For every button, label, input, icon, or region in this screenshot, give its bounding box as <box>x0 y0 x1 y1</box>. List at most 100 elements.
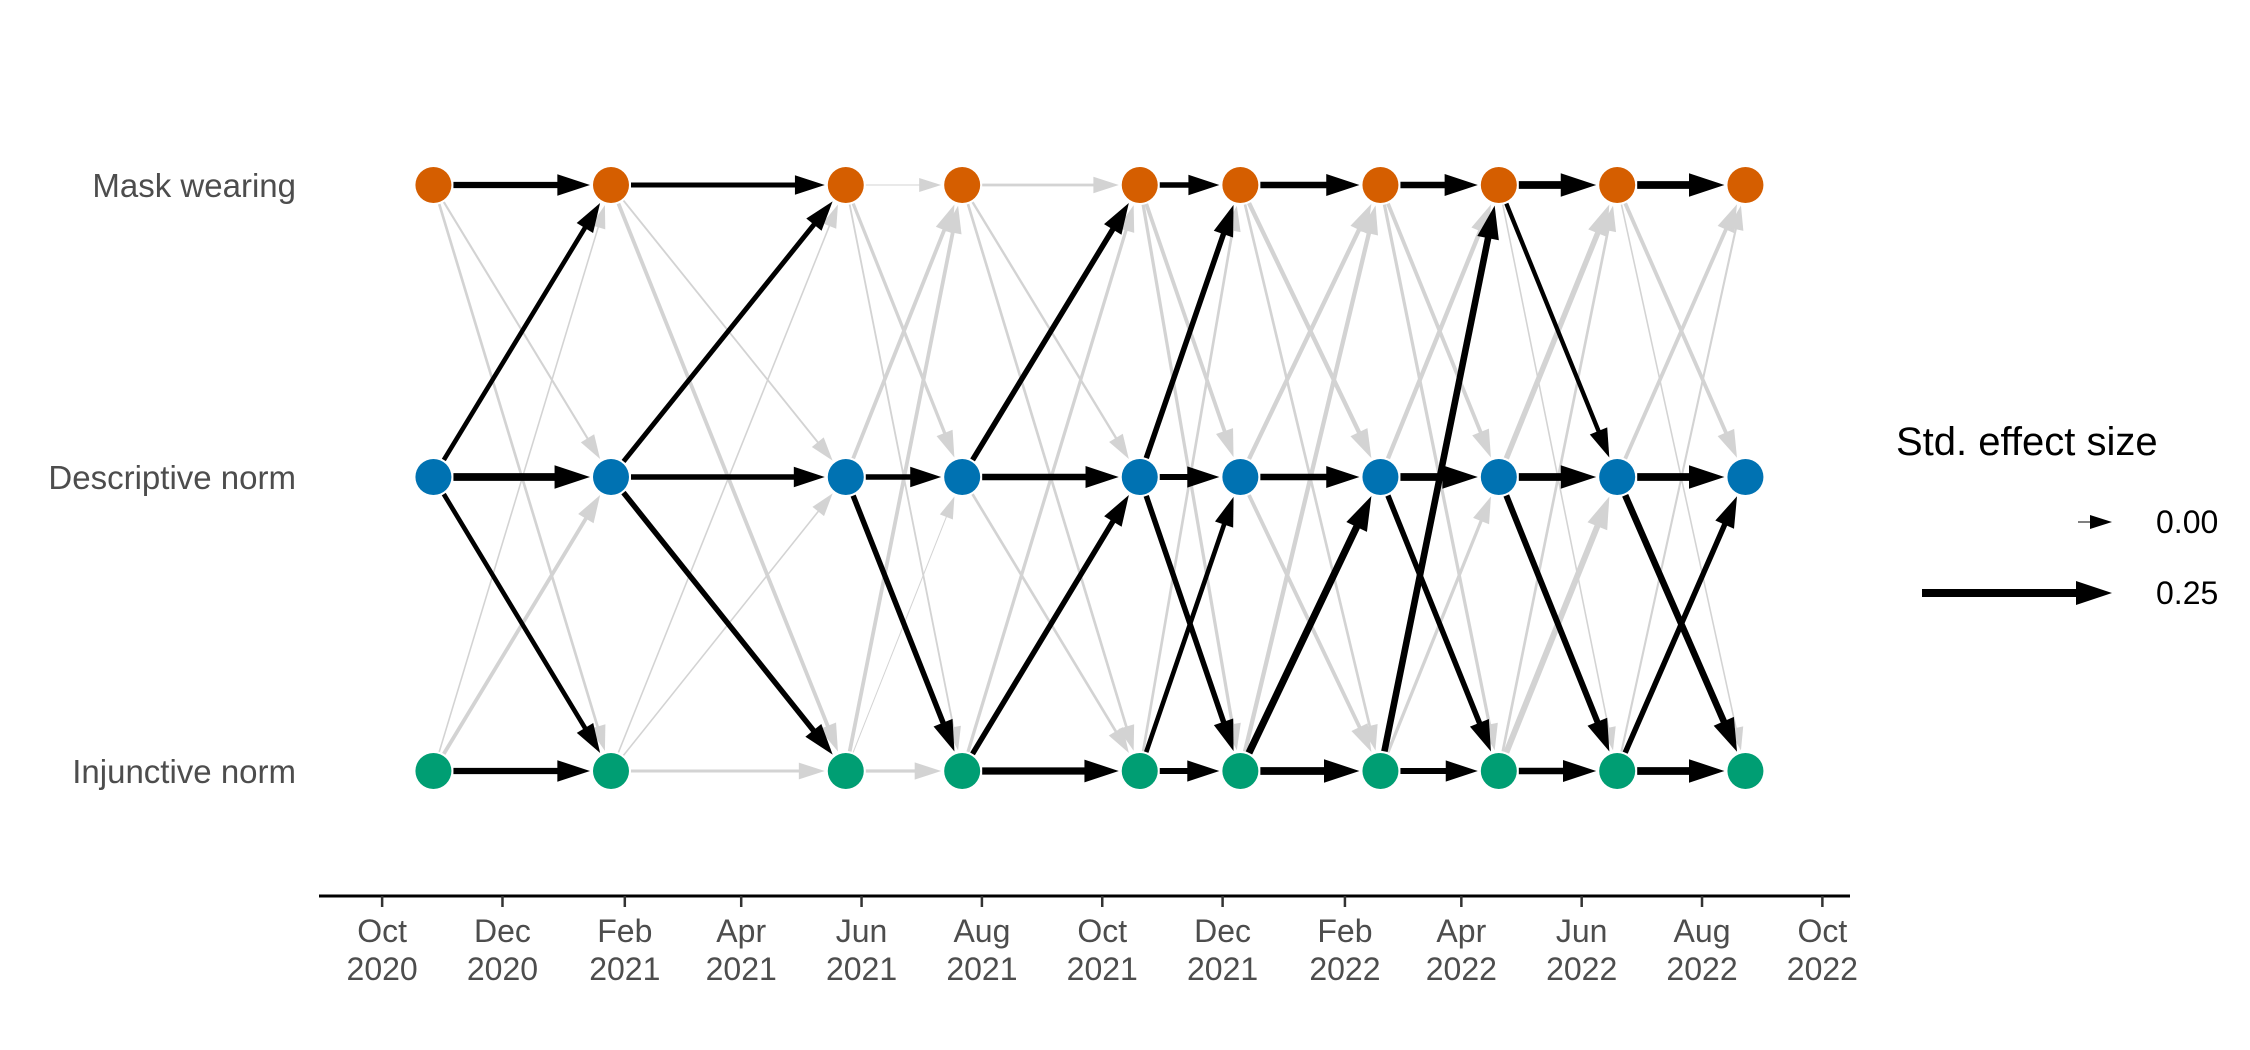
nodes-layer <box>415 167 1764 789</box>
edge-w7-desc-to-desc <box>1518 465 1597 489</box>
edge-w4-inj-to-inj-head <box>1187 760 1220 782</box>
edge-w4-mask-to-mask <box>1159 174 1220 196</box>
x-tick-label-6-year: 2021 <box>1067 951 1138 987</box>
node-mask-wave-9 <box>1599 167 1636 203</box>
x-tick-label-11: Aug 2022 <box>1666 913 1737 987</box>
row-label-desc: Descriptive norm <box>48 459 296 496</box>
edge-w7-desc-to-inj <box>1503 494 1610 752</box>
edge-w5-desc-to-desc <box>1260 466 1360 488</box>
edge-w1-mask-to-desc-shaft <box>622 200 820 445</box>
edge-w8-inj-to-desc-head <box>1715 496 1738 529</box>
edge-w2-desc-to-inj-shaft <box>850 494 947 726</box>
legend-key-1 <box>1922 581 2112 605</box>
edge-w4-mask-to-mask-head <box>1188 174 1220 196</box>
node-desc-wave-10 <box>1727 459 1764 495</box>
x-tick-label-4: Jun 2021 <box>826 913 897 987</box>
x-tick-label-2: Feb 2021 <box>589 913 660 987</box>
edge-w6-mask-to-inj-shaft <box>1382 204 1492 727</box>
edge-w1-mask-to-inj <box>616 202 838 752</box>
edge-w3-mask-to-desc-head <box>1109 433 1129 460</box>
x-tick-label-6: Oct 2021 <box>1067 913 1138 987</box>
edge-w6-desc-to-mask-shaft <box>1385 228 1483 460</box>
edge-w8-mask-to-desc <box>1623 202 1737 458</box>
edge-w7-desc-to-desc-head <box>1560 465 1597 489</box>
edge-w6-inj-to-mask-shaft <box>1381 235 1492 753</box>
edge-w8-mask-to-mask-head <box>1688 173 1725 197</box>
edge-w5-inj-to-desc-head <box>1346 495 1372 532</box>
edge-w7-mask-to-inj-shaft <box>1502 204 1610 730</box>
edge-w3-desc-to-inj-shaft <box>971 493 1118 734</box>
edge-w0-mask-to-mask <box>453 174 590 196</box>
x-tick-label-2-month: Feb <box>597 913 652 949</box>
node-inj-wave-7 <box>1362 753 1399 789</box>
edge-w8-mask-to-inj-shaft <box>1620 204 1738 731</box>
edge-w1-mask-to-inj-head <box>819 722 838 752</box>
edge-w0-mask-to-mask-head <box>557 174 590 196</box>
edge-w8-desc-to-desc-head <box>1688 465 1725 489</box>
node-desc-wave-2 <box>592 459 629 495</box>
edge-w1-inj-to-desc <box>622 493 833 756</box>
edge-w6-inj-to-inj-head <box>1445 760 1478 782</box>
edge-w4-mask-to-inj-shaft <box>1141 204 1235 727</box>
edge-w6-mask-to-desc-head <box>1472 428 1491 458</box>
x-tick-label-0-year: 2020 <box>347 951 418 987</box>
edge-w2-desc-to-desc <box>865 466 942 488</box>
edge-w0-inj-to-mask-shaft <box>438 225 600 753</box>
x-tick-label-4-year: 2021 <box>826 951 897 987</box>
edge-w0-mask-to-desc-shaft <box>442 201 590 441</box>
row-label-inj: Injunctive norm <box>72 753 296 790</box>
edge-w3-desc-to-inj <box>971 493 1129 754</box>
edge-w8-inj-to-mask-head <box>1728 205 1744 231</box>
edge-w5-inj-to-desc <box>1245 495 1372 755</box>
edge-w6-mask-to-desc-shaft <box>1386 202 1484 435</box>
edges-layer <box>437 173 1744 783</box>
edge-w0-desc-to-inj-head <box>576 722 601 754</box>
edge-w8-inj-to-mask <box>1620 205 1744 752</box>
edge-w5-desc-to-inj <box>1247 494 1372 753</box>
edge-w7-inj-to-inj <box>1518 760 1597 782</box>
edge-w4-desc-to-inj-head <box>1213 718 1234 752</box>
edge-w2-mask-to-mask <box>865 178 942 192</box>
node-mask-wave-1 <box>415 167 452 203</box>
x-tick-label-10: Jun 2022 <box>1546 913 1617 987</box>
node-mask-wave-10 <box>1727 167 1764 203</box>
node-desc-wave-9 <box>1599 459 1636 495</box>
edge-w4-inj-to-mask-shaft <box>1141 228 1235 752</box>
edge-w0-mask-to-desc <box>442 201 601 460</box>
x-tick-label-11-month: Aug <box>1674 913 1731 949</box>
edge-w2-inj-to-inj <box>865 762 942 780</box>
edge-w6-desc-to-desc-head <box>1442 465 1478 489</box>
node-inj-wave-3 <box>827 753 864 789</box>
edge-w1-mask-to-desc <box>622 200 833 461</box>
edge-w2-inj-to-desc <box>852 496 955 753</box>
x-tick-label-7-month: Dec <box>1194 913 1251 949</box>
legend-title: Std. effect size <box>1896 420 2158 464</box>
edge-w8-mask-to-mask <box>1637 173 1725 197</box>
edge-w2-mask-to-mask-head <box>919 178 942 192</box>
edge-w0-desc-to-mask <box>441 202 601 462</box>
edge-w3-desc-to-mask-shaft <box>970 226 1117 462</box>
edge-w4-desc-to-inj <box>1143 495 1234 752</box>
edge-w5-mask-to-mask-head <box>1326 174 1360 196</box>
edge-w3-mask-to-desc-shaft <box>971 201 1119 441</box>
edge-w4-mask-to-desc <box>1144 203 1234 458</box>
edge-w2-inj-to-desc-head <box>939 496 955 520</box>
edge-w1-desc-to-inj-shaft <box>621 490 817 734</box>
edge-w4-desc-to-desc <box>1159 466 1220 488</box>
edge-w2-mask-to-inj-shaft <box>848 204 955 730</box>
node-inj-wave-9 <box>1599 753 1636 789</box>
node-inj-wave-8 <box>1480 753 1517 789</box>
edge-w2-mask-to-desc <box>851 202 955 458</box>
edge-w4-desc-to-mask-shaft <box>1143 231 1227 459</box>
edge-w1-inj-to-inj-head <box>798 762 825 780</box>
node-mask-wave-7 <box>1362 167 1399 203</box>
edge-w8-desc-to-inj-head <box>1713 716 1738 752</box>
node-mask-wave-6 <box>1222 167 1259 203</box>
x-tick-label-8: Feb 2022 <box>1309 913 1380 987</box>
edge-w3-inj-to-desc-head <box>1104 494 1129 527</box>
node-mask-wave-2 <box>592 167 629 203</box>
edge-w7-mask-to-desc <box>1504 202 1610 458</box>
edge-w3-inj-to-desc <box>970 494 1129 756</box>
x-tick-label-8-year: 2022 <box>1309 951 1380 987</box>
